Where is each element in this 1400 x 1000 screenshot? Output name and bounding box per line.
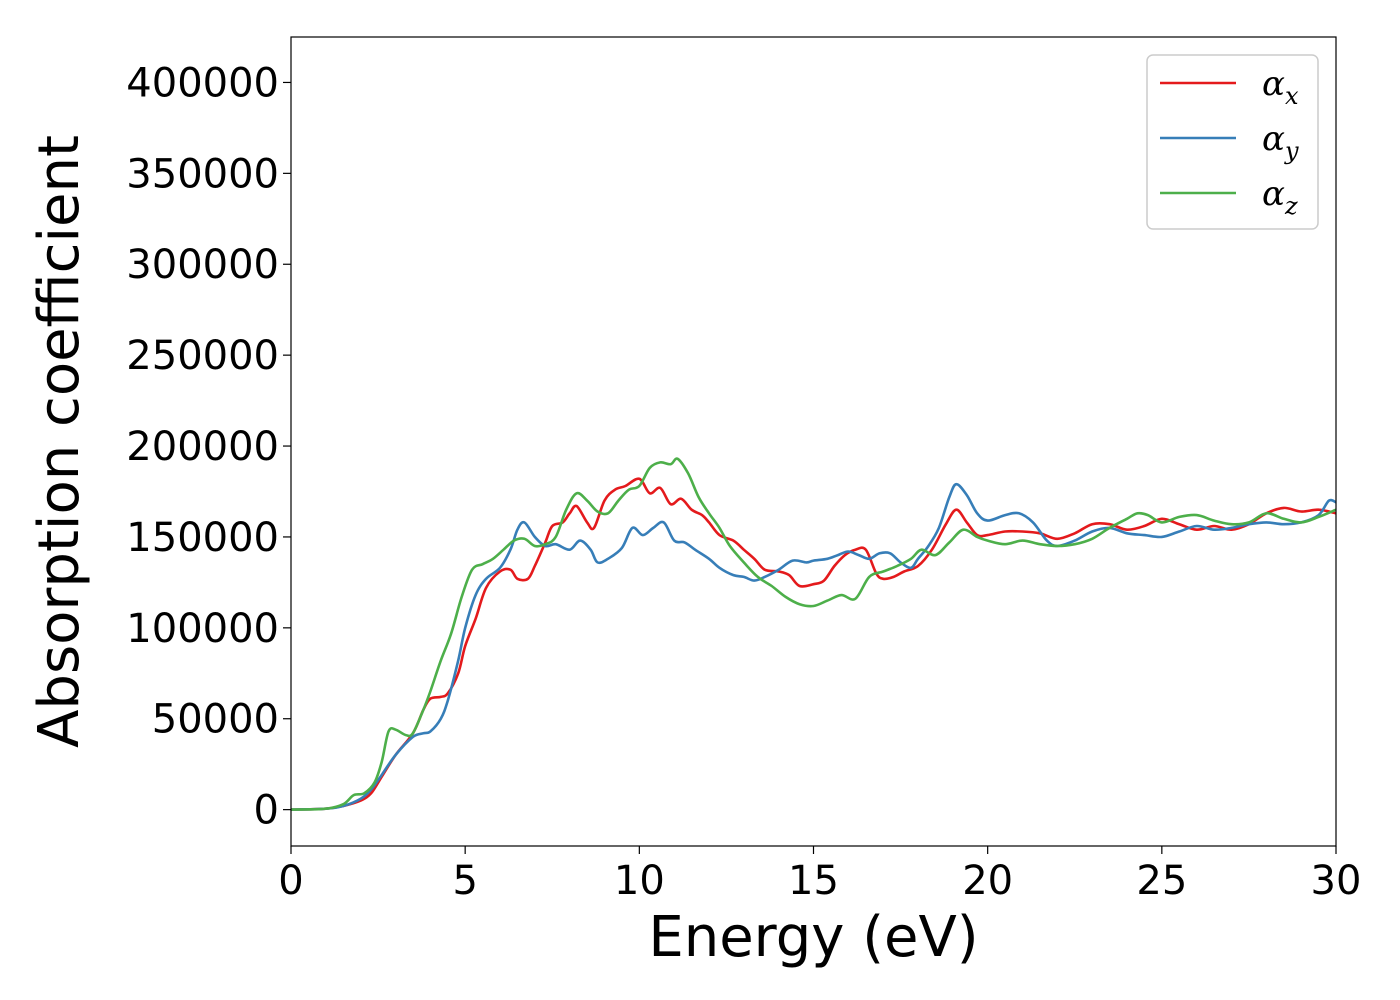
axis-ticks: 0 5 10 15 20 25 30 0 50000 100000 150000 200000 2500… (126, 60, 1361, 904)
y-tick-label: 50000 (152, 697, 279, 743)
y-tick-label: 350000 (126, 151, 279, 197)
legend-label-z: αz (1262, 174, 1298, 220)
y-tick-label: 150000 (126, 515, 279, 561)
legend-label-x: αx (1262, 64, 1299, 110)
legend: αx αy αz (1146, 54, 1319, 230)
legend-label-y: αy (1262, 119, 1299, 165)
y-tick-label: 200000 (126, 424, 279, 470)
x-tick-label: 5 (452, 858, 477, 904)
y-tick-label: 250000 (126, 333, 279, 379)
x-tick-label: 15 (788, 858, 839, 904)
plot-frame (290, 36, 1337, 847)
x-tick-label: 20 (962, 858, 1013, 904)
y-axis-label: Absorption coefficient (27, 135, 92, 748)
x-tick-label: 10 (614, 858, 665, 904)
series-lines (291, 457, 1336, 811)
y-tick-label: 0 (254, 788, 279, 834)
legend-box (1146, 54, 1319, 230)
series-line-x (291, 477, 1336, 811)
y-tick-label: 400000 (126, 60, 279, 106)
x-tick-label: 0 (278, 858, 303, 904)
y-tick-label: 100000 (126, 606, 279, 652)
y-tick-label: 300000 (126, 242, 279, 288)
x-tick-label: 25 (1136, 858, 1187, 904)
series-line-y (291, 482, 1336, 811)
x-axis-label: Energy (eV) (648, 905, 978, 970)
x-tick-label: 30 (1311, 858, 1362, 904)
series-line-z (291, 457, 1336, 811)
